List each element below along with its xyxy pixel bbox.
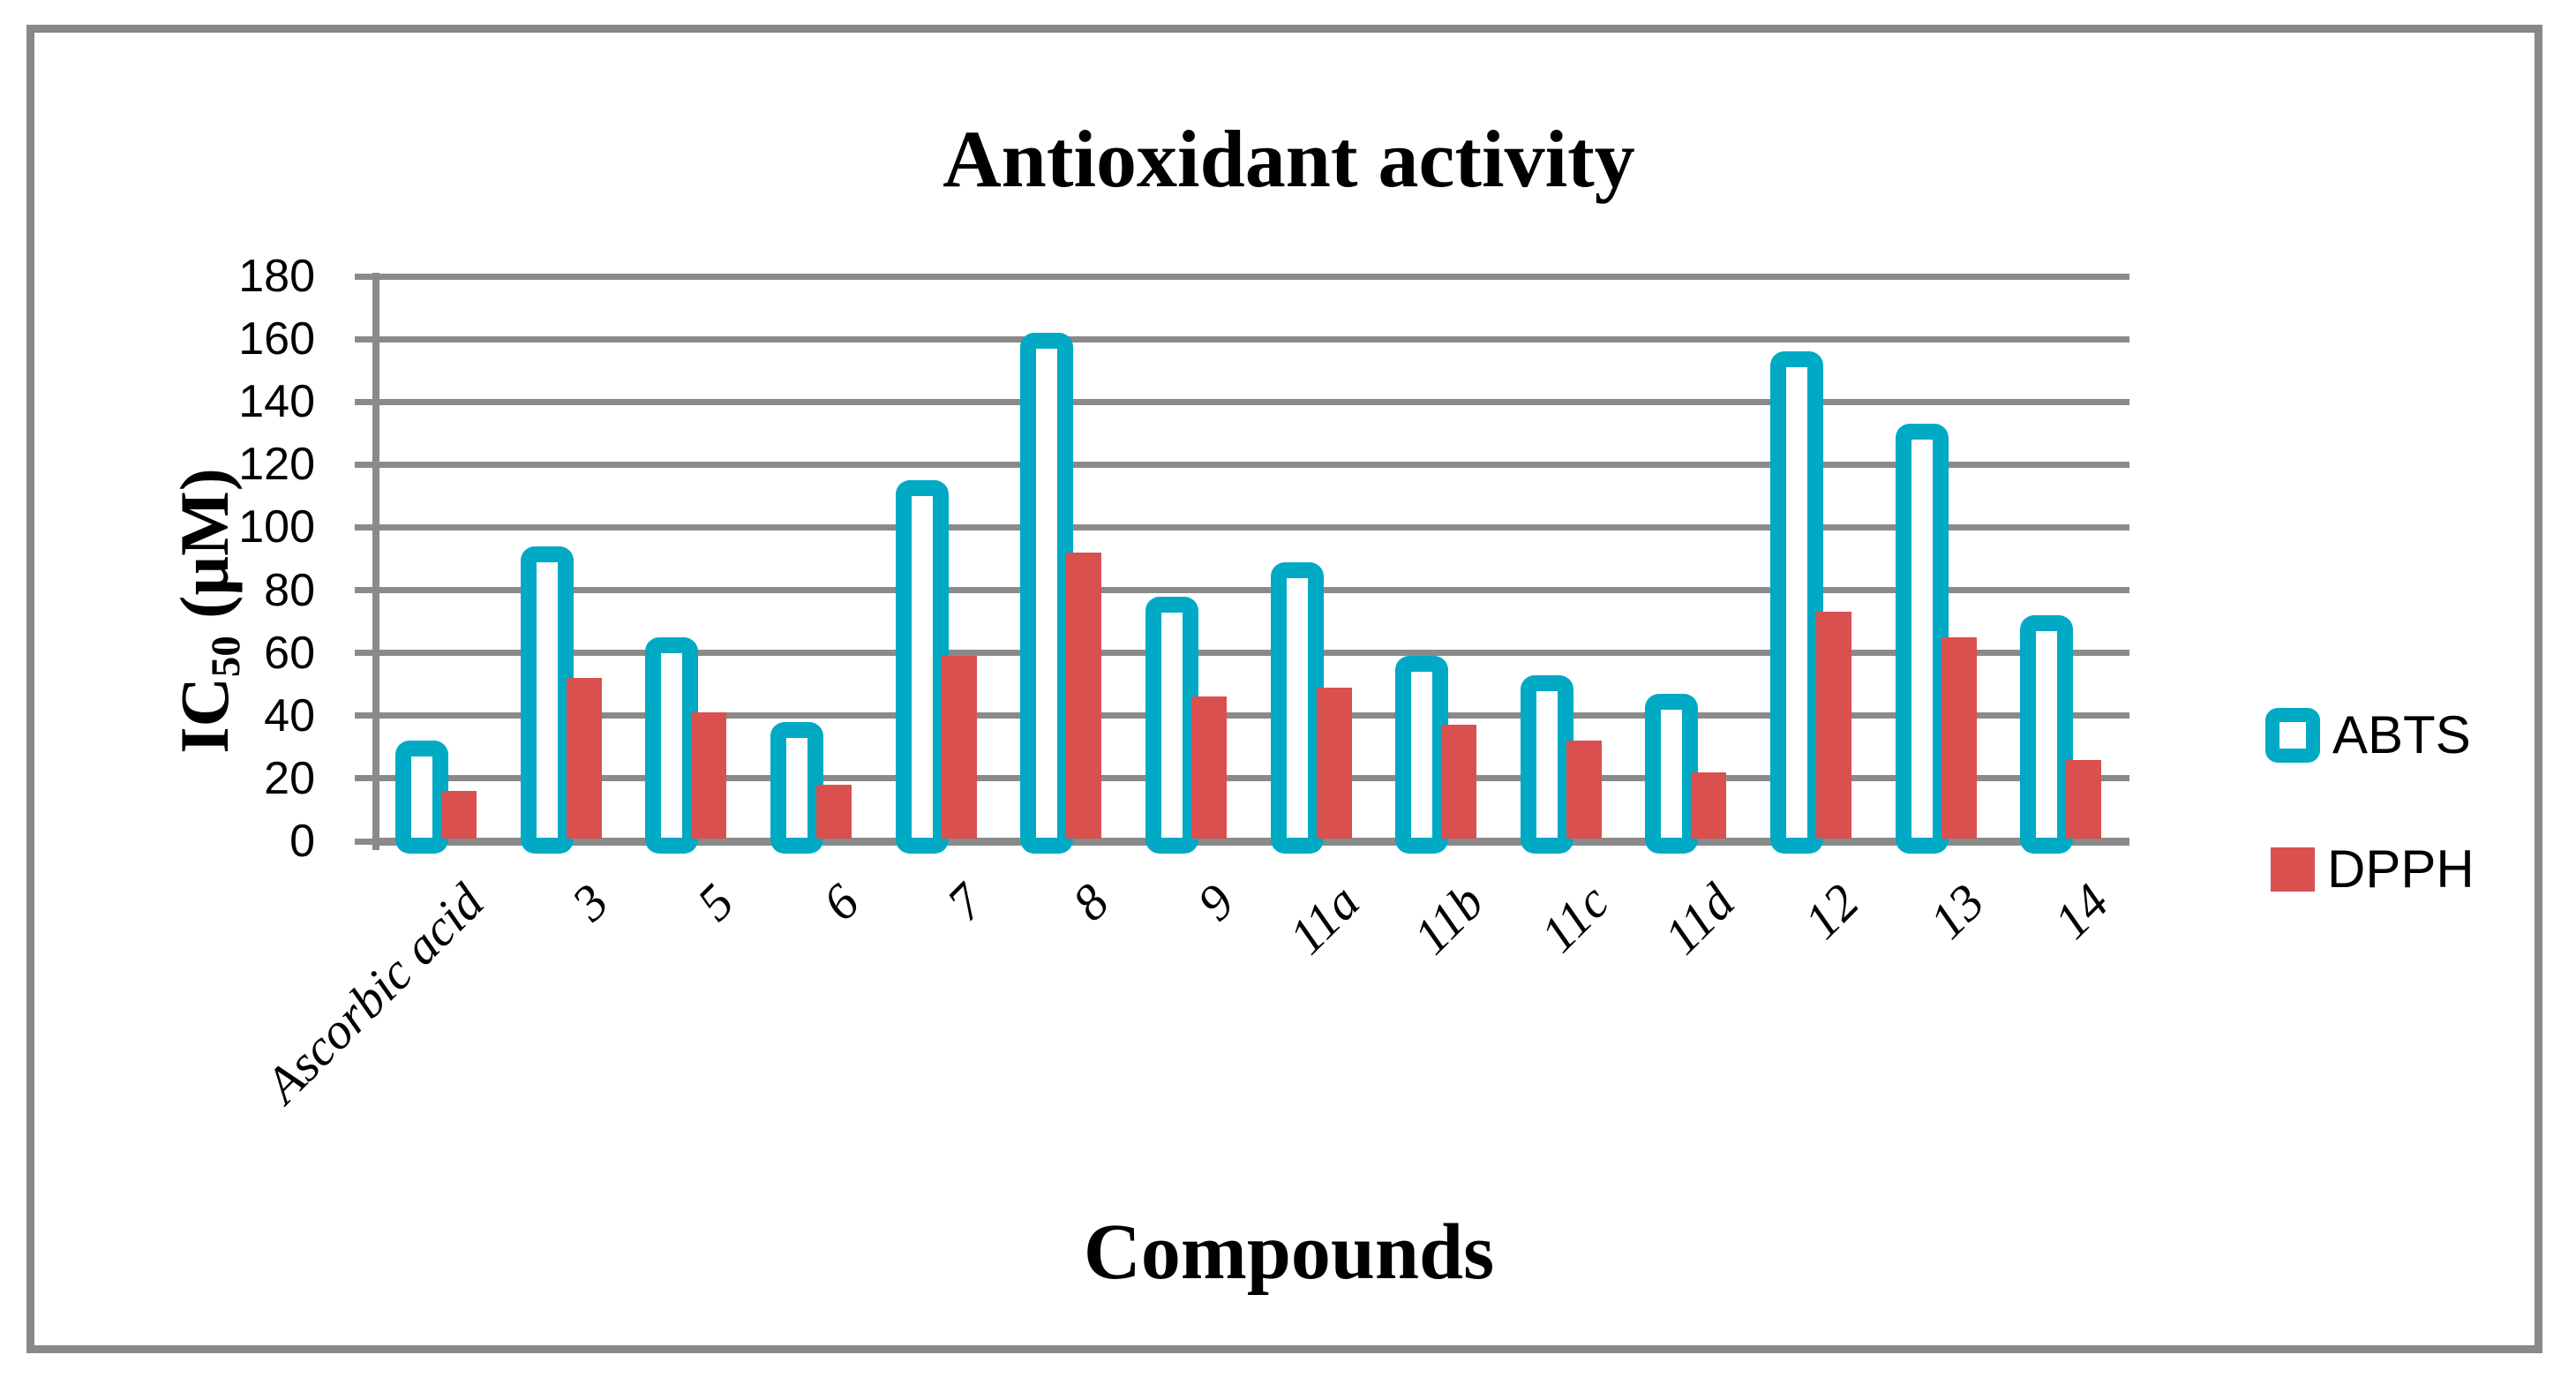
legend-marker-dpph-icon <box>2271 847 2315 892</box>
bar-abts-11b <box>1395 656 1449 854</box>
gridline-y-180 <box>379 273 2129 280</box>
bar-dpph-ascorbic-acid <box>441 791 477 839</box>
bar-abts-13 <box>1895 424 1949 854</box>
y-axis-tick-160 <box>355 335 376 342</box>
bar-abts-9 <box>1145 596 1198 854</box>
y-axis-tick-20 <box>355 775 376 782</box>
x-category-label-11d: 11d <box>1652 872 1746 966</box>
y-axis-tick-40 <box>355 712 376 719</box>
legend-item-dpph: DPPH <box>2265 838 2475 901</box>
legend: ABTS DPPH <box>2265 704 2475 901</box>
y-axis-line <box>372 273 379 850</box>
x-category-label-11c: 11c <box>1529 872 1620 964</box>
bar-abts-11a <box>1270 561 1324 854</box>
gridline-y-40 <box>379 712 2129 719</box>
y-tick-label-60: 60 <box>264 627 315 679</box>
bar-abts-5 <box>645 636 699 854</box>
x-category-label-11a: 11a <box>1277 872 1371 966</box>
y-axis-tick-120 <box>355 461 376 468</box>
bar-dpph-11d <box>1691 772 1727 839</box>
y-axis-tick-100 <box>355 523 376 531</box>
bar-dpph-8 <box>1066 552 1102 839</box>
gridline-y-20 <box>379 775 2129 782</box>
bar-dpph-6 <box>815 785 852 839</box>
x-category-label-12: 12 <box>1792 872 1870 950</box>
x-category-label-3: 3 <box>560 872 620 932</box>
bar-dpph-12 <box>1816 612 1852 839</box>
bar-abts-8 <box>1020 333 1074 854</box>
y-axis-tick-0 <box>355 838 376 845</box>
bar-abts-3 <box>520 546 574 854</box>
gridline-y-140 <box>379 398 2129 405</box>
y-tick-label-80: 80 <box>264 564 315 616</box>
bar-dpph-5 <box>691 712 727 839</box>
legend-label-abts: ABTS <box>2332 705 2471 764</box>
y-tick-label-160: 160 <box>238 313 315 365</box>
x-category-label-6: 6 <box>811 872 870 932</box>
gridline-y-80 <box>379 587 2129 594</box>
x-axis-line <box>372 837 2129 846</box>
bar-abts-11d <box>1645 693 1699 854</box>
x-category-label-14: 14 <box>2043 872 2121 950</box>
y-tick-label-20: 20 <box>264 752 315 804</box>
bar-dpph-14 <box>2066 759 2102 839</box>
x-category-label-13: 13 <box>1918 872 1995 950</box>
gridline-y-120 <box>379 461 2129 468</box>
bar-dpph-11a <box>1316 687 1352 839</box>
y-axis-tick-180 <box>355 273 376 280</box>
gridline-y-60 <box>379 650 2129 657</box>
bar-abts-12 <box>1770 351 1824 854</box>
bar-dpph-7 <box>941 656 977 839</box>
legend-label-dpph: DPPH <box>2327 839 2475 899</box>
gridline-y-160 <box>379 335 2129 342</box>
bar-abts-7 <box>895 480 949 854</box>
bar-dpph-3 <box>566 678 602 839</box>
legend-marker-abts-icon <box>2265 708 2320 763</box>
x-category-label-9: 9 <box>1186 872 1245 932</box>
x-category-label-5: 5 <box>686 872 745 932</box>
y-tick-label-40: 40 <box>264 689 315 741</box>
x-category-label-ascorbic-acid: Ascorbic acid <box>254 872 495 1114</box>
y-tick-label-100: 100 <box>238 501 315 553</box>
bar-dpph-13 <box>1941 636 1977 839</box>
chart-title: Antioxidant activity <box>943 114 1635 204</box>
bar-abts-14 <box>2020 615 2074 854</box>
bar-abts-11c <box>1520 674 1573 854</box>
bar-abts-6 <box>770 721 823 854</box>
x-category-label-11b: 11b <box>1402 872 1495 966</box>
figure-frame: Antioxidant activity IC50 (µM) Compounds… <box>26 25 2542 1353</box>
bar-dpph-9 <box>1190 696 1227 839</box>
bar-dpph-11b <box>1441 725 1477 839</box>
y-tick-label-120: 120 <box>238 439 315 491</box>
x-axis-title: Compounds <box>1083 1208 1495 1296</box>
y-axis-tick-140 <box>355 398 376 405</box>
y-tick-label-0: 0 <box>289 816 315 867</box>
bar-dpph-11c <box>1566 741 1602 839</box>
gridline-y-100 <box>379 523 2129 531</box>
y-axis-tick-60 <box>355 650 376 657</box>
bar-abts-ascorbic-acid <box>395 741 448 854</box>
x-category-label-8: 8 <box>1061 872 1120 932</box>
x-category-label-7: 7 <box>935 872 995 932</box>
y-tick-label-180: 180 <box>238 251 315 302</box>
y-tick-label-140: 140 <box>238 376 315 428</box>
legend-item-abts: ABTS <box>2265 704 2475 767</box>
y-axis-tick-80 <box>355 587 376 594</box>
